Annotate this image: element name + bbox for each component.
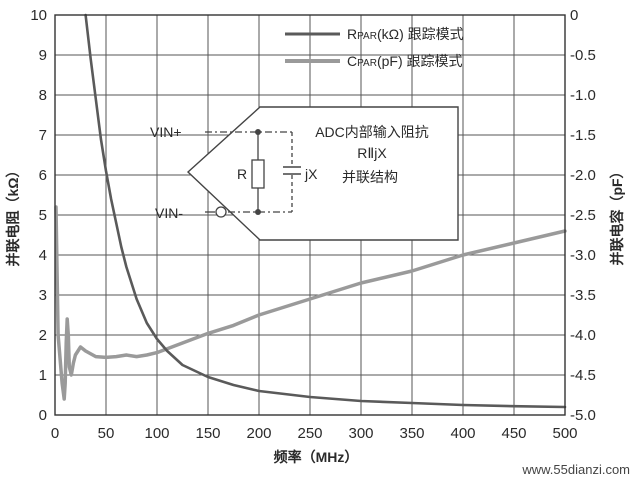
series-line-rpar [84, 13, 567, 409]
inset-terminal-minus [215, 206, 227, 218]
legend-label-rpar: RPAR(kΩ) 跟踪模式 [347, 26, 464, 42]
y-left-tick-label: 8 [39, 87, 47, 104]
plot-frame [54, 14, 566, 416]
y-left-tick-label: 2 [39, 327, 47, 344]
x-tick-label: 200 [246, 425, 271, 442]
y-right-tick-label: -3.0 [570, 247, 596, 264]
y-right-tick-label: -3.5 [570, 287, 596, 304]
legend-label-cpar: CPAR(pF) 跟踪模式 [347, 53, 463, 69]
inset-caption-line-3: 并联结构 [342, 169, 398, 185]
x-tick-label: 50 [98, 425, 115, 442]
x-axis-title: 频率（MHz） [274, 449, 359, 465]
inset-circuit-diagram: VIN+ VIN- R jX ADC内部输入阻抗 RⅡjX 并联结构 [150, 106, 459, 241]
series-line-cpar [54, 205, 567, 401]
y-right-axis-title: 并联电容（pF） [609, 164, 625, 265]
y-right-tick-label: -1.5 [570, 127, 596, 144]
x-tick-label: 0 [51, 425, 59, 442]
y-left-axis-title: 并联电阻（kΩ） [5, 163, 21, 266]
x-tick-label: 350 [399, 425, 424, 442]
inset-caption-line-1: ADC内部输入阻抗 [315, 124, 429, 140]
inset-node-top [255, 129, 261, 135]
inset-resistor-symbol [251, 159, 265, 189]
y-right-tick-label: -1.0 [570, 87, 596, 104]
y-right-tick-label: -4.0 [570, 327, 596, 344]
y-left-tick-labels: 0 1 2 3 4 5 6 7 8 9 10 [30, 7, 47, 424]
inset-node-bottom [255, 209, 261, 215]
x-tick-label: 300 [348, 425, 373, 442]
inset-outline [186, 106, 459, 241]
x-tick-label: 500 [552, 425, 577, 442]
y-left-tick-label: 6 [39, 167, 47, 184]
inset-jx-label: jX [304, 166, 318, 182]
x-tick-label: 100 [144, 425, 169, 442]
y-right-tick-label: -4.5 [570, 367, 596, 384]
watermark-text: www.55dianzi.com [521, 462, 630, 477]
x-tick-labels: 0 50 100 150 200 250 300 350 400 450 500 [51, 425, 578, 442]
inset-vin-plus-label: VIN+ [150, 124, 182, 140]
y-left-tick-label: 0 [39, 407, 47, 424]
y-left-tick-label: 7 [39, 127, 47, 144]
inset-caption-line-2: RⅡjX [357, 145, 387, 161]
inset-r-label: R [237, 166, 247, 182]
y-left-tick-label: 5 [39, 207, 47, 224]
series-layer [54, 13, 567, 409]
y-right-tick-label: -2.0 [570, 167, 596, 184]
y-right-tick-label: 0 [570, 7, 578, 24]
y-left-tick-label: 9 [39, 47, 47, 64]
y-right-tick-labels: -5.0 -4.5 -4.0 -3.5 -3.0 -2.5 -2.0 -1.5 -1.0 -0.5… [570, 7, 596, 424]
y-left-tick-label: 4 [39, 247, 47, 264]
y-left-tick-label: 3 [39, 287, 47, 304]
legend: RPAR(kΩ) 跟踪模式 CPAR(pF) 跟踪模式 [285, 26, 464, 69]
x-tick-label: 450 [501, 425, 526, 442]
y-left-tick-label: 1 [39, 367, 47, 384]
y-right-tick-label: -0.5 [570, 47, 596, 64]
inset-vin-minus-label: VIN- [155, 205, 183, 221]
y-left-tick-label: 10 [30, 7, 47, 24]
x-tick-label: 400 [450, 425, 475, 442]
x-tick-label: 150 [195, 425, 220, 442]
y-right-tick-label: -5.0 [570, 407, 596, 424]
y-right-tick-label: -2.5 [570, 207, 596, 224]
x-tick-label: 250 [297, 425, 322, 442]
